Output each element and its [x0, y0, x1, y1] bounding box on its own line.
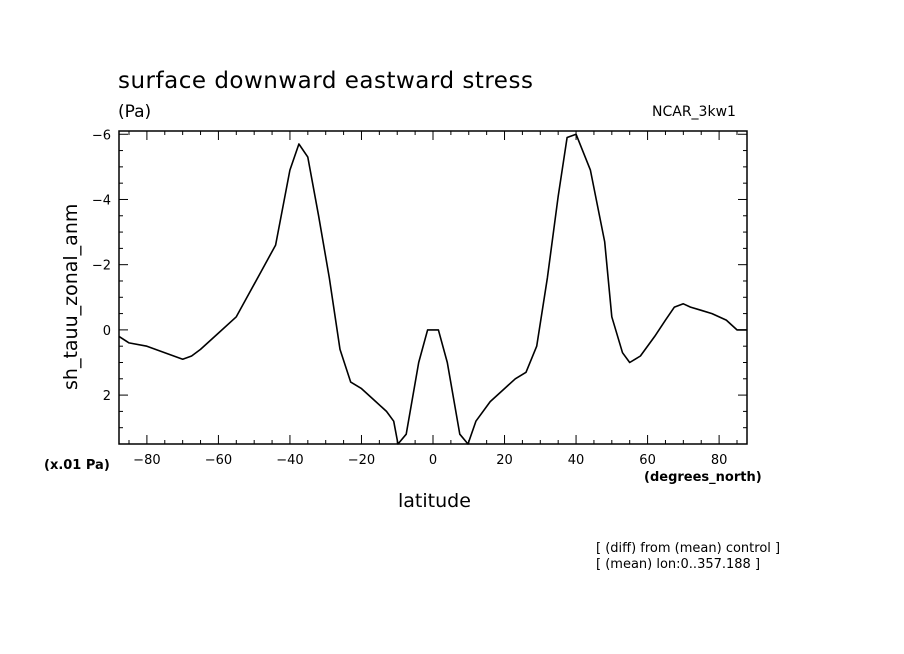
axis-ticks: [119, 131, 747, 445]
y-tick-label: −6: [92, 128, 111, 143]
x-tick-label: 80: [711, 453, 728, 468]
footnote-mean: [ (mean) lon:0..357.188 ]: [596, 557, 761, 572]
x-tick-label: 20: [496, 453, 513, 468]
x-tick-label: 40: [568, 453, 585, 468]
chart-title: surface downward eastward stress: [118, 68, 534, 94]
x-axis-label: latitude: [398, 490, 471, 512]
model-label: NCAR_3kw1: [652, 104, 736, 120]
x-tick-label: −80: [133, 453, 160, 468]
axis-tick-labels: −80 −60 −40 −20 0 20 40 60 80−6−4−202: [92, 128, 728, 468]
y-tick-label: 2: [103, 389, 111, 404]
x-tick-label: −20: [348, 453, 375, 468]
x-tick-label: 0: [429, 453, 437, 468]
plot-frame: [118, 130, 748, 445]
footnote-diff: [ (diff) from (mean) control ]: [596, 541, 781, 556]
chart-units: (Pa): [118, 102, 152, 122]
y-tick-label: −4: [92, 193, 111, 208]
x-axis-units: (degrees_north): [644, 470, 762, 485]
x-tick-label: −60: [205, 453, 232, 468]
series-line-0: [118, 133, 747, 445]
x-tick-label: 60: [639, 453, 656, 468]
y-tick-label: −2: [92, 259, 111, 274]
series-lines: [118, 133, 747, 445]
y-tick-label: 0: [103, 324, 111, 339]
y-scale-note: (x.01 Pa): [44, 458, 110, 473]
x-tick-label: −40: [276, 453, 303, 468]
